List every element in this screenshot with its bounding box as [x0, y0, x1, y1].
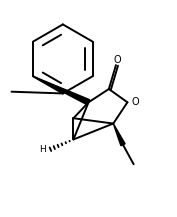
Polygon shape [113, 123, 125, 146]
Text: O: O [114, 55, 122, 65]
Text: H: H [39, 145, 46, 154]
Polygon shape [33, 76, 90, 105]
Text: O: O [132, 97, 139, 107]
